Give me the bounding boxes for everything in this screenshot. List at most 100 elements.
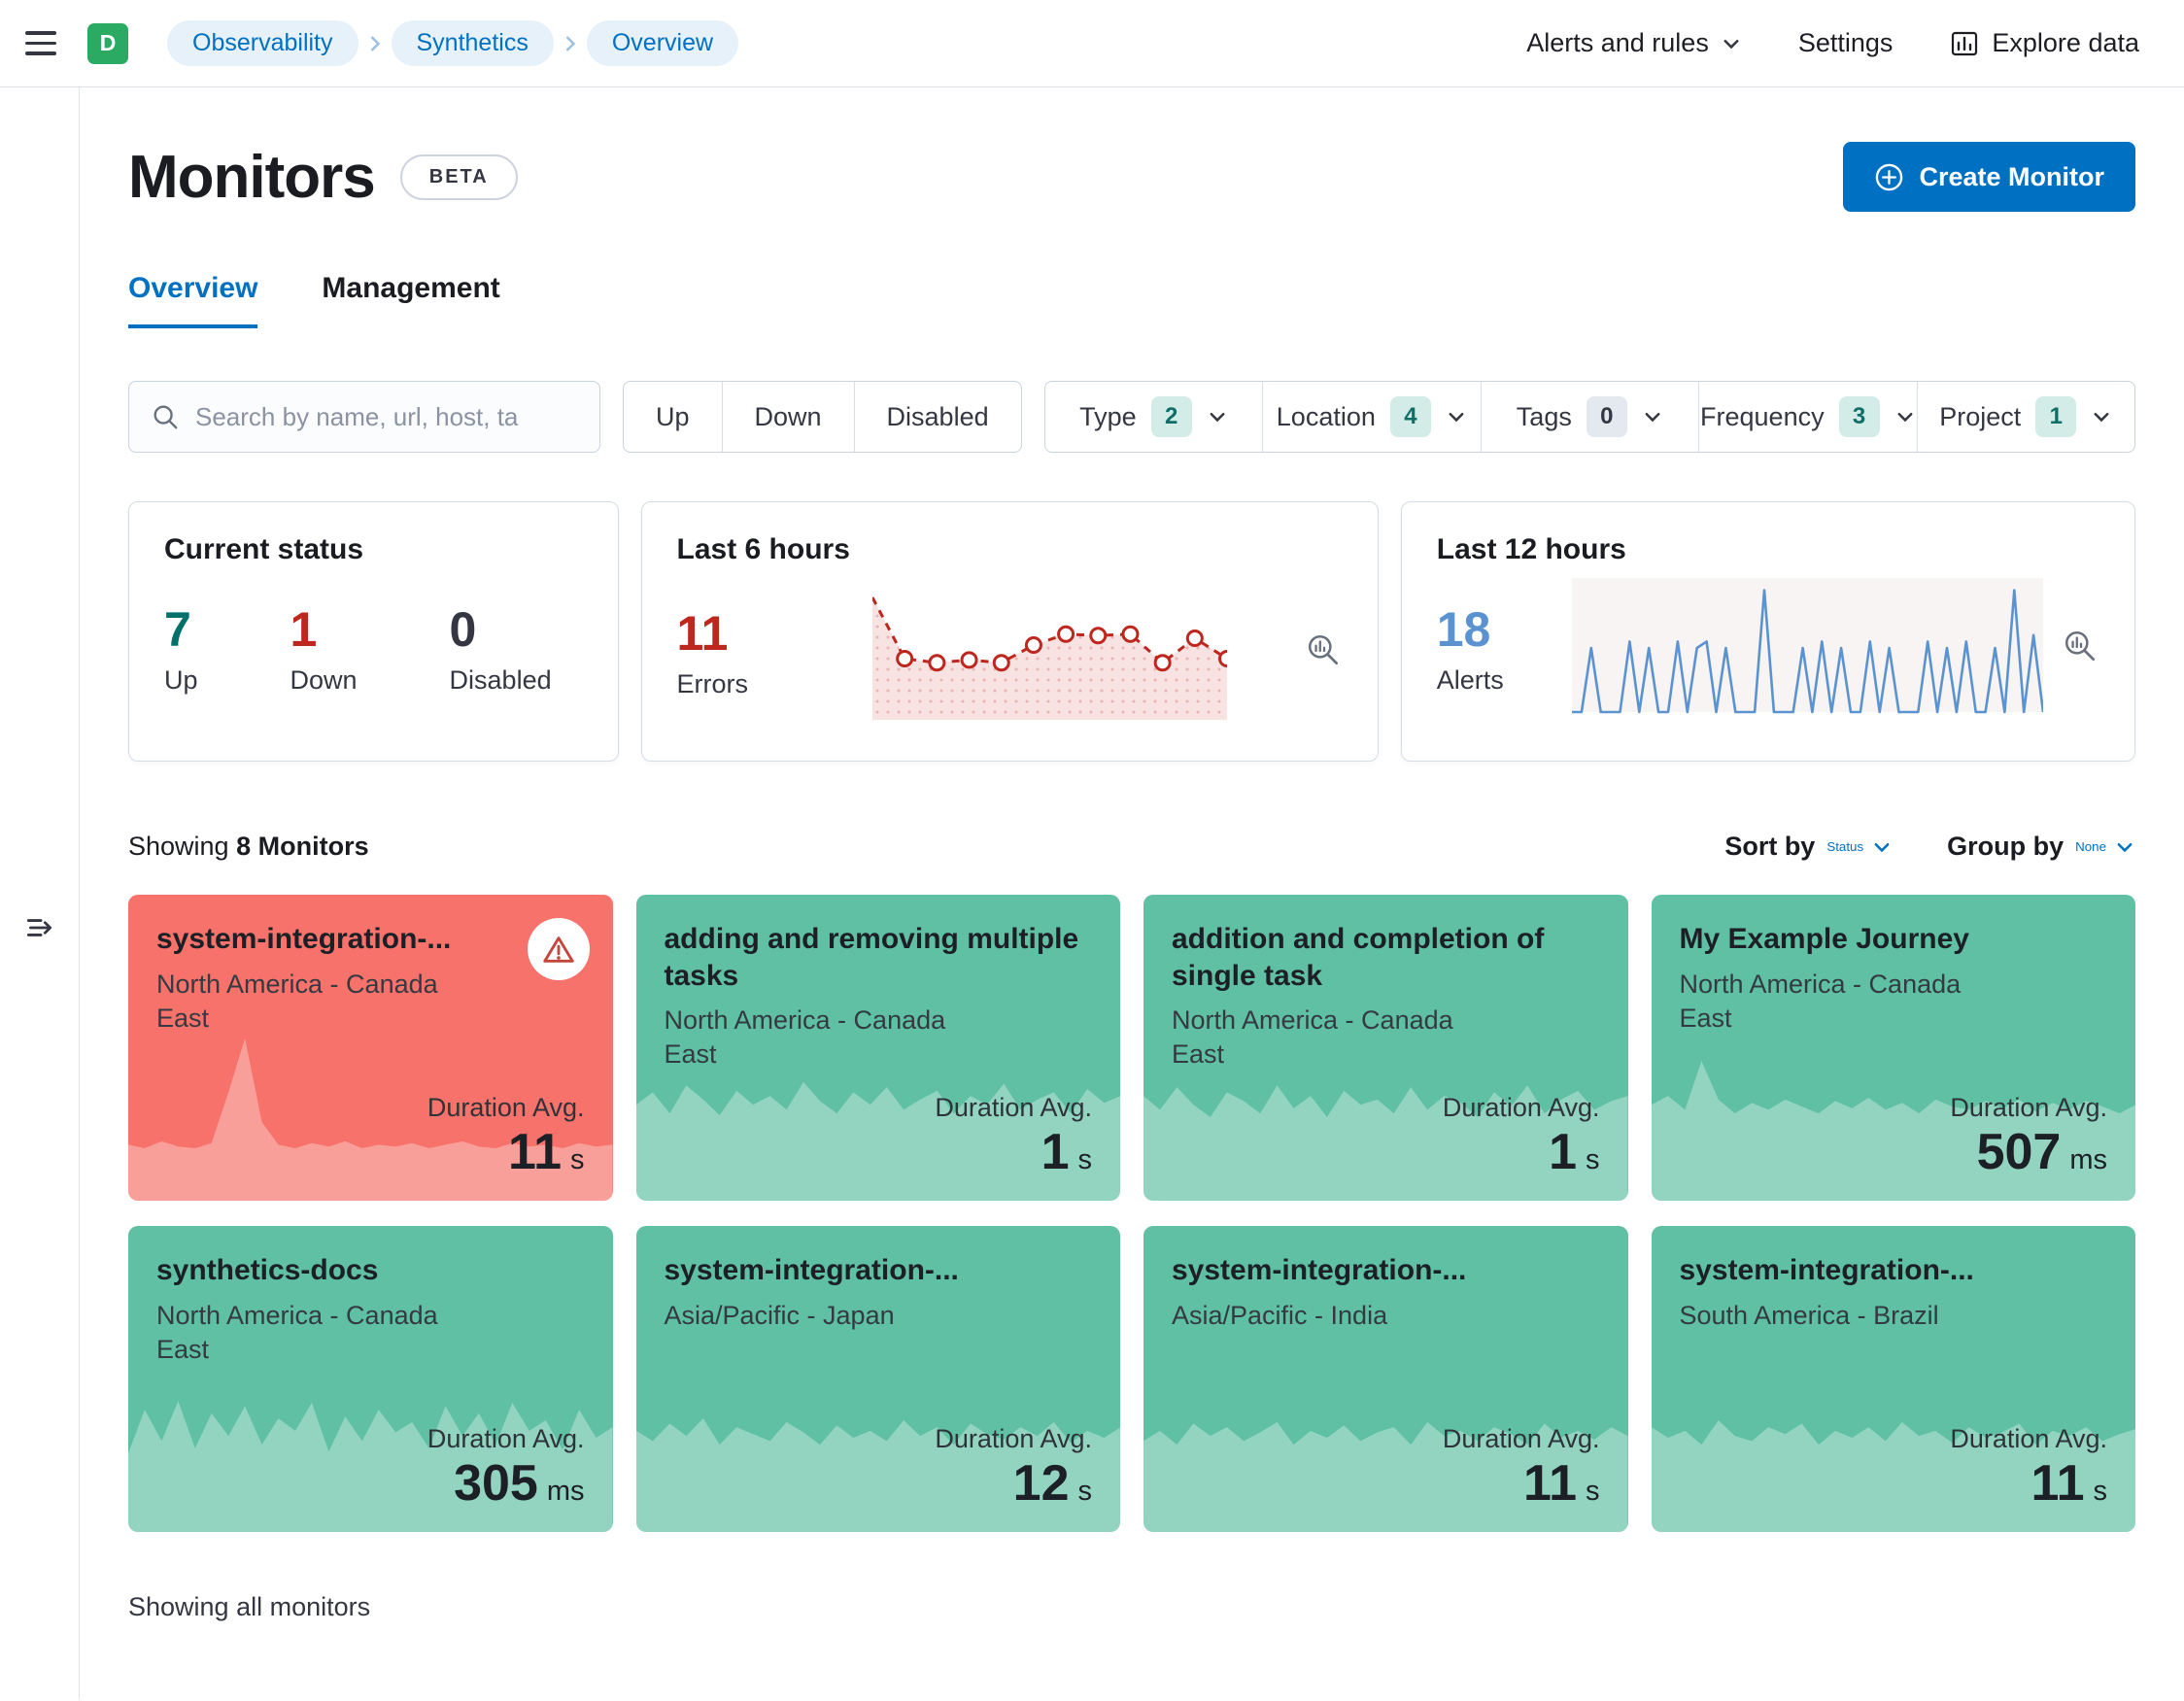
breadcrumb-synthetics[interactable]: Synthetics [391,20,554,66]
breadcrumb-observability[interactable]: Observability [167,20,358,66]
filter-project[interactable]: Project 1 [1916,382,2134,452]
tab-overview[interactable]: Overview [128,272,258,328]
expand-sidebar-icon[interactable] [23,157,56,1700]
status-stat-value: 1 [290,602,318,657]
search-input[interactable] [195,401,578,432]
monitor-card[interactable]: My Example Journey North America - Canada… [1651,895,2135,1201]
current-status-title: Current status [164,533,364,565]
monitor-name: system-integration-... [1679,1254,1974,1286]
filter-frequency[interactable]: Frequency 3 [1698,382,1916,452]
duration-unit: ms [2069,1144,2107,1175]
current-status-values: 7 Up 1 Down 0 Disabled [164,601,583,696]
last-12-hours-title: Last 12 hours [1436,533,1626,565]
monitor-duration-sparkline [1143,1421,1628,1532]
monitor-duration: Duration Avg. 11 s [427,1093,585,1181]
inspect-alerts-chart-button[interactable] [2063,629,2099,668]
errors-count: 11 [676,606,729,661]
monitor-duration: Duration Avg. 1 s [1443,1093,1600,1181]
status-stat-value: 0 [449,602,477,657]
explore-data-label: Explore data [1992,28,2139,57]
alerts-sparkline-chart [1572,568,2045,729]
duration-number: 11 [1523,1455,1577,1512]
alerts-label: Alerts [1436,665,1504,695]
status-filter-up[interactable]: Up [624,382,722,452]
main-content: Monitors BETA Create Monitor Overview Man… [80,87,2184,1700]
monitor-name: system-integration-... [664,1254,959,1286]
monitor-duration: Duration Avg. 507 ms [1950,1093,2107,1181]
monitor-location: North America - Canada East [664,1005,946,1070]
filter-type[interactable]: Type 2 [1045,382,1262,452]
monitor-location: North America - Canada East [156,969,438,1033]
duration-avg-value: 11 s [1443,1454,1599,1513]
group-by-select[interactable]: None [2075,836,2135,858]
monitor-duration-sparkline [1651,1419,2135,1532]
breadcrumb-overview[interactable]: Overview [586,20,739,66]
duration-avg-value: 507 ms [1950,1123,2107,1181]
duration-unit: s [570,1144,585,1175]
tabs: Overview Management [128,272,2135,328]
monitor-duration-sparkline [128,1401,613,1532]
monitor-card[interactable]: system-integration-... Asia/Pacific - Jap… [635,1226,1120,1532]
monitor-name: system-integration-... [1172,1254,1467,1286]
chevron-down-icon [1897,413,1913,423]
filter-location[interactable]: Location 4 [1262,382,1480,452]
duration-avg-value: 12 s [935,1454,1092,1513]
monitor-card[interactable]: synthetics-docs North America - Canada Ea… [128,1226,613,1532]
filter-label: Location [1276,401,1376,431]
inspect-errors-chart-button[interactable] [1306,632,1343,672]
monitor-card[interactable]: addition and completion of single task No… [1143,895,1628,1201]
duration-avg-value: 11 s [1950,1454,2107,1513]
alerts-and-rules-menu[interactable]: Alerts and rules [1526,28,1742,58]
breadcrumb-separator-icon [560,33,581,54]
chevron-down-icon [1874,842,1890,852]
duration-unit: s [1077,1476,1093,1507]
monitor-location: Asia/Pacific - Japan [664,1300,895,1330]
monitor-duration-sparkline [128,1038,613,1201]
filter-tags[interactable]: Tags 0 [1480,382,1698,452]
monitor-card[interactable]: system-integration-... South America - Br… [1651,1226,2135,1532]
monitor-card[interactable]: system-integration-... Asia/Pacific - Ind… [1143,1226,1628,1532]
monitor-card[interactable]: system-integration-... North America - Ca… [128,895,613,1201]
monitor-location: North America - Canada East [1679,969,1962,1033]
inspect-icon [2065,630,2096,662]
search-box [128,381,600,453]
monitor-name: adding and removing multiple tasks [664,923,1079,992]
page-title: Monitors [128,143,376,211]
settings-label: Settings [1797,28,1894,57]
create-monitor-label: Create Monitor [1919,161,2104,191]
alerts-count: 18 [1436,602,1491,657]
settings-link[interactable]: Settings [1798,28,1894,58]
monitor-card[interactable]: adding and removing multiple tasks North … [635,895,1120,1201]
chevron-down-icon [2117,842,2133,852]
last-6-hours-card: Last 6 hours 11 Errors [640,501,1379,762]
top-actions: Alerts and rules Settings Explore data [1526,28,2139,59]
current-status-card: Current status 7 Up 1 Down 0 Disabled [128,501,619,762]
duration-unit: s [1077,1144,1093,1175]
status-stat-value: 7 [164,602,191,657]
status-filter-disabled[interactable]: Disabled [853,382,1021,452]
monitor-name: synthetics-docs [156,1254,379,1286]
avatar[interactable]: D [87,22,128,64]
duration-number: 507 [1976,1124,2062,1180]
status-stat-disabled: 0 Disabled [450,601,552,696]
duration-number: 1 [1549,1124,1577,1180]
status-stat-down: 1 Down [290,601,358,696]
menu-icon[interactable] [0,0,82,87]
left-rail [0,87,80,1700]
filter-label: Project [1939,401,2022,431]
last-6-hours-title: Last 6 hours [676,533,850,565]
tab-management[interactable]: Management [322,272,499,328]
explore-data-link[interactable]: Explore data [1949,28,2139,59]
duration-number: 12 [1012,1455,1070,1512]
duration-number: 305 [454,1455,538,1512]
duration-avg-label: Duration Avg. [935,1424,1092,1453]
monitor-count: 8 Monitors [236,832,369,861]
errors-label: Errors [676,669,749,698]
sort-by-select[interactable]: Status [1826,836,1893,858]
duration-avg-value: 11 s [427,1123,585,1181]
create-monitor-button[interactable]: Create Monitor [1843,142,2135,212]
monitor-duration: Duration Avg. 12 s [935,1424,1092,1513]
status-filter-down[interactable]: Down [721,382,854,452]
status-stat-up: 7 Up [164,601,198,696]
